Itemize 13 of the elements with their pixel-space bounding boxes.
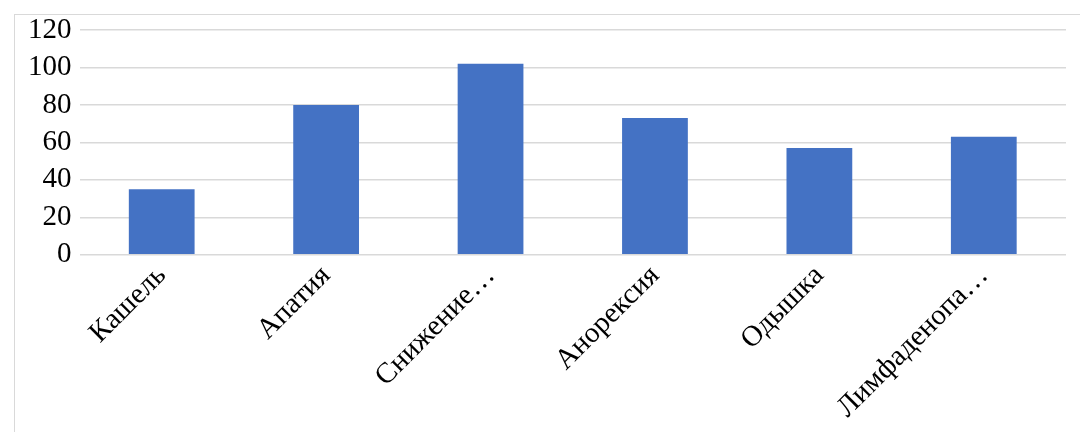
y-tick-label: 0 bbox=[57, 236, 72, 269]
bar bbox=[128, 189, 195, 255]
y-tick-label: 80 bbox=[42, 86, 72, 119]
y-tick-label: 20 bbox=[42, 198, 72, 231]
y-tick-label: 40 bbox=[42, 161, 72, 194]
y-tick-label: 60 bbox=[42, 124, 72, 157]
bar bbox=[786, 148, 853, 255]
bar bbox=[950, 136, 1017, 255]
bar bbox=[293, 104, 360, 255]
bar bbox=[622, 118, 688, 255]
y-tick-label: 120 bbox=[28, 11, 72, 44]
bar bbox=[457, 63, 524, 255]
y-tick-label: 100 bbox=[28, 49, 72, 82]
